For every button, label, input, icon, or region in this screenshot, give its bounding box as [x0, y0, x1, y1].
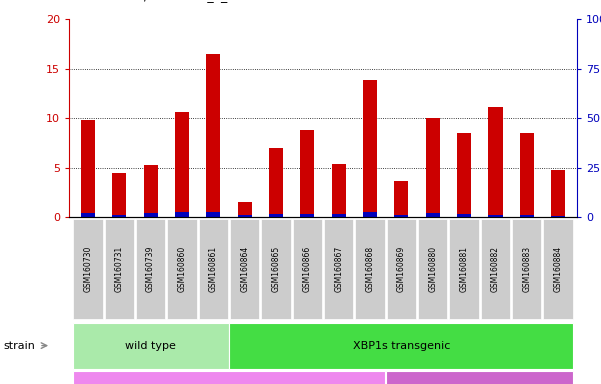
Text: GSM160861: GSM160861 — [209, 246, 218, 292]
Text: strain: strain — [3, 341, 35, 351]
Text: GSM160880: GSM160880 — [429, 246, 438, 292]
Bar — [457, 214, 471, 217]
Text: GDS2640 / 1441941_x_at: GDS2640 / 1441941_x_at — [81, 0, 240, 2]
Text: GSM160881: GSM160881 — [460, 246, 469, 292]
Text: GSM160866: GSM160866 — [303, 246, 312, 292]
Bar — [520, 133, 534, 217]
Bar — [175, 112, 189, 217]
Text: GSM160739: GSM160739 — [146, 246, 155, 292]
Text: GSM160865: GSM160865 — [272, 246, 281, 292]
Bar — [394, 215, 409, 217]
Bar — [269, 214, 283, 217]
Bar — [144, 213, 157, 217]
Bar — [206, 54, 221, 217]
Bar — [300, 214, 314, 217]
Text: XBP1s transgenic: XBP1s transgenic — [353, 341, 450, 351]
Bar — [457, 133, 471, 217]
Text: wild type: wild type — [125, 341, 176, 351]
Bar — [551, 170, 565, 217]
Bar — [112, 215, 126, 217]
Bar — [206, 212, 221, 217]
Text: GSM160884: GSM160884 — [554, 246, 563, 292]
Bar — [144, 165, 157, 217]
Bar — [175, 212, 189, 217]
Text: GSM160860: GSM160860 — [177, 246, 186, 292]
Bar — [237, 202, 252, 217]
Text: GSM160867: GSM160867 — [334, 246, 343, 292]
Bar — [394, 181, 409, 217]
Text: GSM160883: GSM160883 — [522, 246, 531, 292]
Bar — [237, 215, 252, 217]
Bar — [81, 214, 95, 217]
Text: GSM160730: GSM160730 — [84, 246, 93, 292]
Text: GSM160882: GSM160882 — [491, 246, 500, 292]
Text: GSM160869: GSM160869 — [397, 246, 406, 292]
Bar — [363, 79, 377, 217]
Text: GSM160864: GSM160864 — [240, 246, 249, 292]
Bar — [332, 164, 346, 217]
Bar — [300, 130, 314, 217]
Bar — [269, 148, 283, 217]
Bar — [332, 214, 346, 217]
Bar — [363, 212, 377, 217]
Bar — [426, 118, 440, 217]
Bar — [551, 215, 565, 217]
Text: GSM160868: GSM160868 — [365, 246, 374, 292]
Bar — [489, 107, 502, 217]
Bar — [81, 120, 95, 217]
Bar — [112, 174, 126, 217]
Bar — [426, 213, 440, 217]
Bar — [489, 215, 502, 217]
Text: GSM160731: GSM160731 — [115, 246, 124, 292]
Bar — [520, 215, 534, 217]
